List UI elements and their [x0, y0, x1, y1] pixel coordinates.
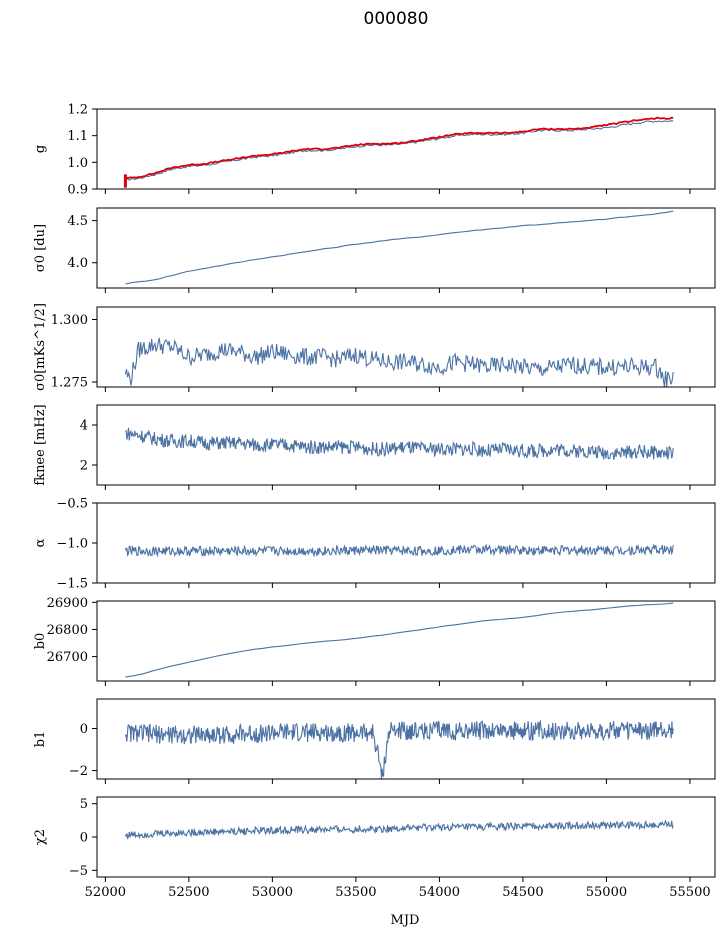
y-tick-label: 26900	[47, 596, 88, 611]
panel-frame	[96, 698, 716, 780]
x-tick-label: 52500	[168, 885, 209, 900]
panel-frame	[96, 502, 716, 584]
panel-frame	[96, 796, 716, 878]
panel-4: 2 4 fknee [mHz]	[33, 404, 716, 490]
y-axis-label: b0	[33, 633, 48, 650]
panel-frame	[96, 404, 716, 486]
y-tick-label: 4.5	[67, 214, 88, 229]
x-tick-label: 54500	[502, 885, 543, 900]
series-line-1	[125, 120, 674, 181]
y-tick-label: −0.5	[56, 497, 88, 512]
panel-7: −2 0 b1	[33, 698, 716, 784]
series-line-2	[124, 116, 674, 180]
y-axis-label: fknee [mHz]	[33, 404, 48, 485]
y-tick-label: 2	[80, 459, 88, 474]
panel-2: 4.0 4.5 σ0 [du]	[33, 207, 716, 293]
x-tick-label: 53500	[335, 885, 376, 900]
y-tick-label: 1.1	[67, 129, 88, 144]
y-tick-label: 0	[80, 722, 88, 737]
y-tick-label: 1.0	[67, 156, 88, 171]
x-axis-label: MJD	[391, 913, 420, 928]
series-line-1	[124, 819, 674, 840]
x-tick-label: 55000	[586, 885, 627, 900]
y-tick-label: 4	[80, 419, 88, 434]
y-axis-label: σ0 [du]	[33, 224, 48, 272]
y-tick-label: 1.275	[51, 376, 88, 391]
y-axis-label: χ2	[33, 829, 48, 845]
y-tick-label: 5	[80, 797, 88, 812]
y-tick-label: 26800	[47, 623, 88, 638]
series-line-1	[124, 719, 674, 779]
x-tick-label: 54000	[419, 885, 460, 900]
panel-frame	[96, 108, 716, 190]
series-line-1	[124, 337, 674, 387]
y-tick-label: −5	[69, 864, 88, 879]
y-tick-label: 4.0	[67, 256, 88, 271]
panel-6: 26700 26800 26900 b0	[33, 596, 716, 686]
series-line-1	[125, 427, 674, 460]
panel-frame	[96, 600, 716, 682]
y-tick-label: −1.5	[56, 577, 88, 592]
y-axis-label: g	[33, 145, 48, 153]
panel-frame	[96, 207, 716, 289]
panel-5: −1.5 −1.0 −0.5 α	[33, 497, 716, 592]
panel-8: −5 0 5 52000 52500 53000 53500 54000 54500 55000 5…	[33, 796, 716, 900]
panels: 0.9 1.0 1.1 1.2 g 4.0 4.5 σ0 [du] 1.275 1.300σ0[m…	[33, 103, 716, 900]
series-line-1	[124, 543, 674, 558]
x-tick-label: 52000	[85, 885, 126, 900]
panel-1: 0.9 1.0 1.1 1.2 g	[33, 103, 716, 198]
y-axis-label: σ0[mKs^1/2]	[33, 303, 48, 391]
y-tick-label: 26700	[47, 650, 88, 665]
figure-title: 000080	[364, 9, 429, 29]
x-tick-label: 55500	[669, 885, 710, 900]
y-tick-label: −2	[69, 764, 88, 779]
x-tick-label: 53000	[252, 885, 293, 900]
y-tick-label: 0	[80, 831, 88, 846]
y-axis-label: b1	[33, 731, 48, 748]
series-line-1	[125, 210, 674, 285]
series-line-1	[125, 602, 674, 678]
y-axis-label: α	[33, 538, 48, 547]
y-tick-label: 1.2	[67, 103, 88, 118]
panel-frame	[96, 306, 716, 388]
y-tick-label: 1.300	[51, 313, 88, 328]
y-tick-label: 0.9	[67, 183, 88, 198]
y-tick-label: −1.0	[56, 537, 88, 552]
